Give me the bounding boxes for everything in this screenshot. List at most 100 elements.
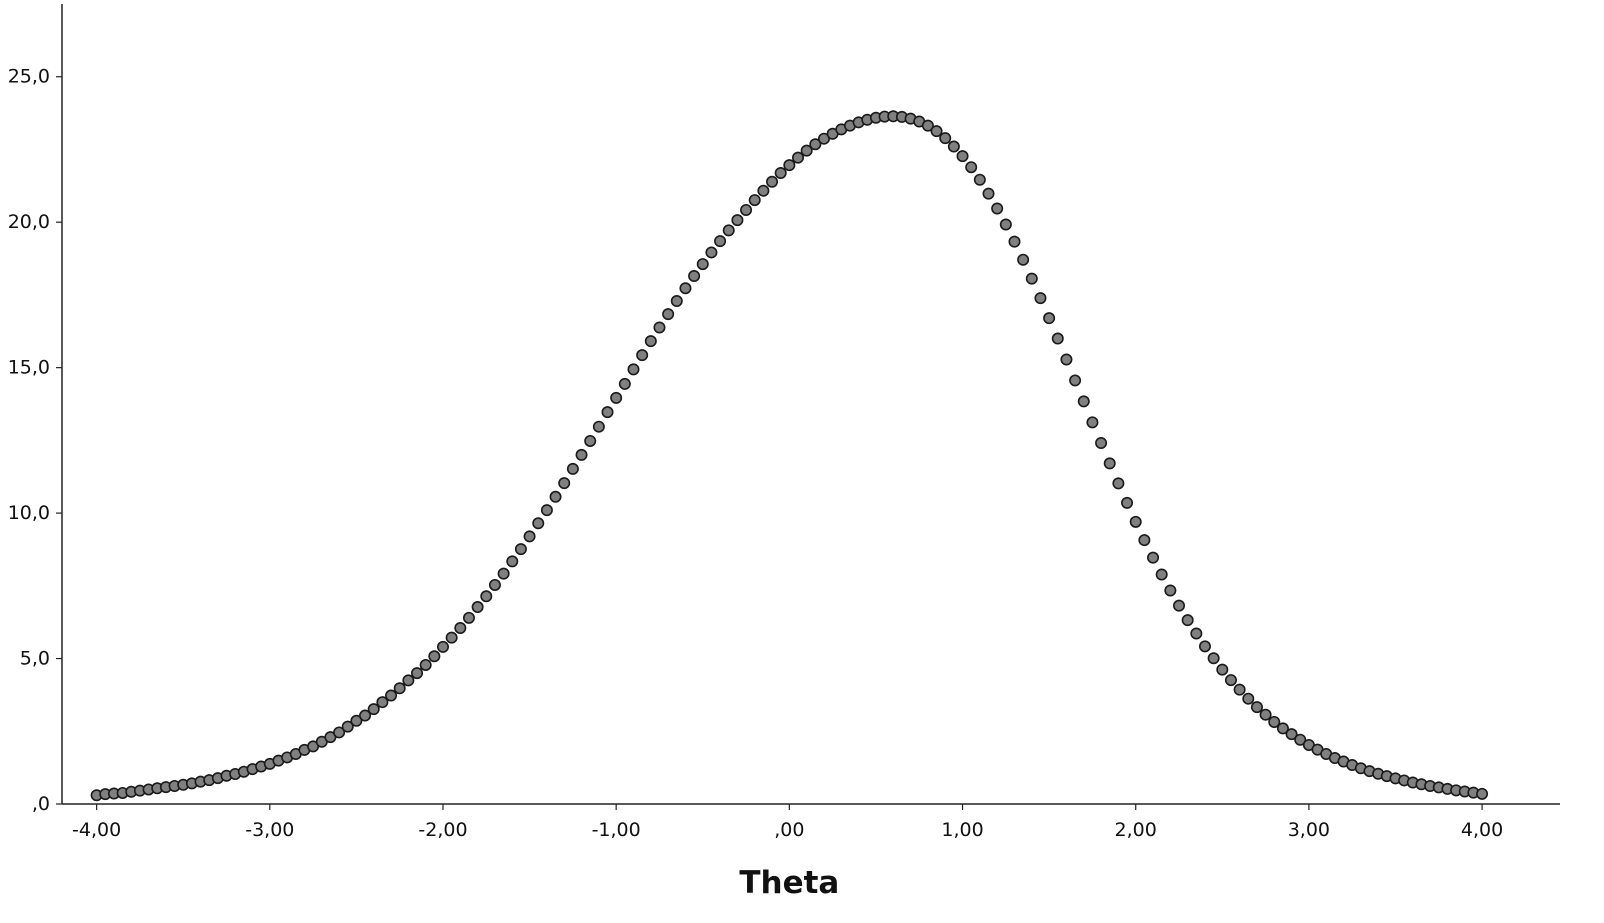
data-points [90,110,1489,802]
x-tick-label: -4,00 [72,819,121,841]
data-point [445,631,458,644]
data-point [480,590,493,603]
data-point [1034,292,1047,305]
data-point [549,490,562,503]
data-point [1268,715,1281,728]
y-tick-label: 20,0 [8,211,50,233]
x-tick-label: 4,00 [1461,819,1503,841]
x-tick-label: 2,00 [1115,819,1157,841]
data-point [817,132,830,145]
x-tick-label: -1,00 [592,819,641,841]
data-point [991,202,1004,215]
data-point [350,714,363,727]
data-point [714,235,727,248]
x-tick-label: -3,00 [245,819,294,841]
data-point [1103,457,1116,470]
data-point [1060,353,1073,366]
data-point [939,132,952,145]
chart-axes [61,4,1560,805]
data-point [973,173,986,186]
data-point [341,720,354,733]
x-axis-ticks: -4,00 -3,00 -2,00 -1,00 ,00 1,00 2,00 3,00 4,00 [72,804,1503,841]
data-point [653,321,666,334]
data-point [1181,614,1194,627]
data-point [982,187,995,200]
data-point [1250,701,1263,714]
data-point [740,203,753,216]
data-point [523,530,536,543]
data-point [393,682,406,695]
data-point [540,504,553,517]
data-point [1294,733,1307,746]
data-point [1008,235,1021,248]
y-axis-ticks: ,0 5,0 10,0 15,0 20,0 25,0 [8,66,62,815]
data-point [419,658,432,671]
data-point [411,667,424,680]
data-point [757,184,770,197]
data-point [1190,627,1203,640]
data-point [1051,332,1064,345]
data-point [662,308,675,321]
data-point [402,674,415,687]
data-point [1164,584,1177,597]
data-point [1285,728,1298,741]
data-point [1017,253,1030,266]
data-point [454,621,467,634]
data-point [1129,515,1142,528]
data-point [1224,674,1237,687]
data-point [1025,272,1038,285]
data-point [1155,568,1168,581]
data-point [1043,312,1056,325]
data-point [644,335,657,348]
data-point [575,448,588,461]
data-point [1069,374,1082,387]
data-point [748,194,761,207]
data-point [1198,640,1211,653]
data-point [1138,534,1151,547]
data-point [670,295,683,308]
data-point [592,420,605,433]
y-tick-label: ,0 [32,793,50,815]
data-point [956,150,969,163]
data-point [774,167,787,180]
data-point [1095,436,1108,449]
data-point [783,159,796,172]
x-tick-label: -2,00 [418,819,467,841]
y-tick-label: 5,0 [20,648,50,670]
data-point [1242,692,1255,705]
y-tick-label: 10,0 [8,502,50,524]
data-point [921,119,934,132]
data-point [488,578,501,591]
data-point [333,726,346,739]
data-point [462,611,475,624]
data-point [1259,708,1272,721]
data-point [800,144,813,157]
y-tick-label: 25,0 [8,66,50,88]
data-point [428,650,441,663]
data-point [1476,787,1489,800]
data-point [506,555,519,568]
data-point [766,175,779,188]
data-point [1077,395,1090,408]
x-tick-label: 3,00 [1288,819,1330,841]
data-point [636,349,649,362]
data-point [376,696,389,709]
data-point [1216,663,1229,676]
data-point [1173,599,1186,612]
data-point [1276,722,1289,735]
data-point [1121,496,1134,509]
data-point [359,709,372,722]
data-point [558,477,571,490]
data-point [705,246,718,259]
data-point [792,151,805,164]
data-point [696,258,709,271]
data-point [584,434,597,447]
data-point [999,218,1012,231]
data-point [514,543,527,556]
data-point [1207,652,1220,665]
x-tick-label: 1,00 [941,819,983,841]
data-point [1086,416,1099,429]
data-point [367,703,380,716]
data-point [1233,683,1246,696]
